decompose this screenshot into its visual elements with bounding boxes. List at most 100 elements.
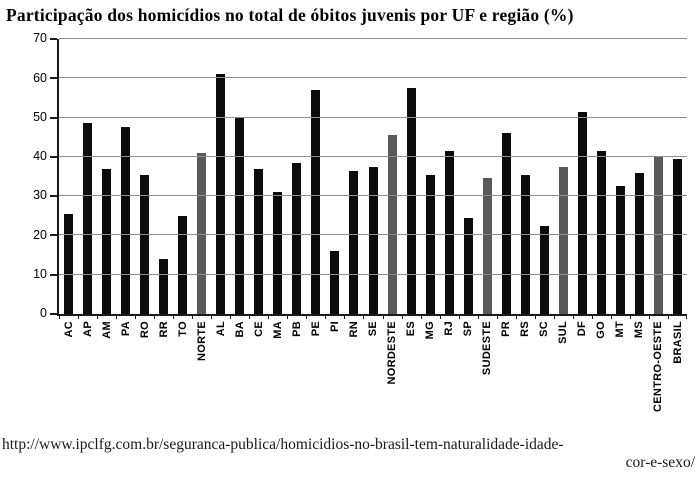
x-label-slot-NORDESTE: NORDESTE bbox=[383, 321, 402, 421]
x-label-slot-CE: CE bbox=[249, 321, 268, 421]
source-url: http://www.ipclfg.com.br/seguranca-publi… bbox=[0, 436, 695, 472]
x-axis-label-RR: RR bbox=[157, 321, 170, 338]
x-tick-12 bbox=[287, 314, 289, 319]
x-label-slot-MG: MG bbox=[421, 321, 440, 421]
chart-body: AC AP AM PA RO RR TO NORTE AL BA CE MA PB PE PI RN SE NOR… bbox=[33, 31, 687, 412]
x-axis-label-TO: TO bbox=[176, 321, 189, 337]
x-tick-0 bbox=[59, 314, 60, 319]
x-tick-10 bbox=[249, 314, 251, 319]
bar-slot-RJ bbox=[440, 39, 459, 314]
bar-RJ bbox=[444, 150, 454, 314]
x-label-slot-RO: RO bbox=[135, 321, 154, 421]
x-tick-28 bbox=[591, 314, 593, 319]
bar-PR bbox=[501, 133, 511, 314]
x-tick-32 bbox=[667, 314, 669, 319]
x-label-slot-AM: AM bbox=[97, 321, 116, 421]
x-axis-label-AL: AL bbox=[214, 321, 227, 337]
chart-title: Participação dos homicídios no total de … bbox=[6, 5, 574, 25]
bar-slot-PI bbox=[325, 39, 344, 314]
y-tick-40 bbox=[50, 155, 57, 158]
bar-slot-PA bbox=[116, 39, 135, 314]
x-axis-label-DF: DF bbox=[576, 321, 589, 337]
bar-slot-TO bbox=[173, 39, 192, 314]
bar-slot-BRASIL bbox=[668, 39, 687, 314]
bar-GO bbox=[596, 150, 606, 314]
bar-SUDESTE bbox=[482, 178, 492, 314]
x-axis-label-NORDESTE: NORDESTE bbox=[386, 321, 399, 385]
x-axis-ticks bbox=[59, 314, 687, 320]
x-axis-label-BA: BA bbox=[233, 321, 246, 338]
bar-PB bbox=[292, 162, 302, 314]
bar-BA bbox=[235, 117, 245, 314]
x-tick-21 bbox=[458, 314, 460, 319]
bar-slot-PE bbox=[306, 39, 325, 314]
x-tick-8 bbox=[211, 314, 213, 319]
bar-slot-RS bbox=[516, 39, 535, 314]
x-axis-label-MS: MS bbox=[633, 321, 646, 339]
x-label-slot-PA: PA bbox=[116, 321, 135, 421]
bar-slot-RN bbox=[344, 39, 363, 314]
x-label-slot-AC: AC bbox=[59, 321, 78, 421]
x-axis-label-SUDESTE: SUDESTE bbox=[481, 321, 494, 376]
bar-slot-ES bbox=[402, 39, 421, 314]
x-tick-9 bbox=[230, 314, 232, 319]
bar-CE bbox=[254, 168, 264, 314]
x-axis-labels: AC AP AM PA RO RR TO NORTE AL BA CE MA PB PE PI RN SE NOR… bbox=[59, 321, 687, 421]
x-axis-label-RO: RO bbox=[138, 321, 151, 339]
bar-AP bbox=[83, 123, 93, 314]
x-tick-18 bbox=[401, 314, 403, 319]
bar-slot-CE bbox=[249, 39, 268, 314]
x-tick-5 bbox=[154, 314, 156, 319]
x-tick-2 bbox=[97, 314, 99, 319]
x-axis-label-GO: GO bbox=[595, 321, 608, 339]
x-axis-label-PB: PB bbox=[290, 321, 303, 337]
bar-slot-GO bbox=[592, 39, 611, 314]
bar-slot-RO bbox=[135, 39, 154, 314]
y-axis-label-10: 10 bbox=[33, 266, 47, 281]
bar-RR bbox=[159, 259, 169, 314]
x-tick-31 bbox=[648, 314, 650, 319]
bar-ES bbox=[406, 88, 416, 314]
bars-container bbox=[59, 39, 687, 314]
x-label-slot-RS: RS bbox=[516, 321, 535, 421]
x-tick-30 bbox=[629, 314, 631, 319]
x-tick-14 bbox=[325, 314, 327, 319]
bar-slot-MS bbox=[630, 39, 649, 314]
y-axis-label-70: 70 bbox=[33, 31, 47, 46]
x-axis-label-AM: AM bbox=[100, 321, 113, 339]
x-label-slot-NORTE: NORTE bbox=[192, 321, 211, 421]
bar-slot-PR bbox=[497, 39, 516, 314]
bar-slot-AM bbox=[97, 39, 116, 314]
y-axis-label-40: 40 bbox=[33, 149, 47, 164]
x-label-slot-PR: PR bbox=[497, 321, 516, 421]
bar-slot-NORTE bbox=[192, 39, 211, 314]
y-axis-label-30: 30 bbox=[33, 188, 47, 203]
x-label-slot-PE: PE bbox=[306, 321, 325, 421]
x-tick-16 bbox=[363, 314, 365, 319]
x-label-slot-GO: GO bbox=[592, 321, 611, 421]
bar-SC bbox=[539, 225, 549, 314]
x-tick-7 bbox=[192, 314, 194, 319]
x-axis-label-NORTE: NORTE bbox=[195, 321, 208, 361]
y-tick-10 bbox=[50, 273, 57, 276]
x-label-slot-AL: AL bbox=[211, 321, 230, 421]
x-label-slot-SUL: SUL bbox=[554, 321, 573, 421]
bar-slot-SC bbox=[535, 39, 554, 314]
x-tick-3 bbox=[116, 314, 118, 319]
y-axis-label-0: 0 bbox=[40, 306, 47, 321]
x-axis-label-PI: PI bbox=[328, 321, 341, 332]
y-tick-0 bbox=[50, 313, 57, 315]
bar-NORDESTE bbox=[387, 135, 397, 314]
plot-area: AC AP AM PA RO RR TO NORTE AL BA CE MA PB PE PI RN SE NOR… bbox=[33, 31, 687, 412]
gridline-70 bbox=[59, 38, 687, 39]
bar-slot-SUL bbox=[554, 39, 573, 314]
bar-RN bbox=[349, 170, 359, 314]
x-tick-24 bbox=[515, 314, 517, 319]
x-axis-label-MA: MA bbox=[271, 321, 284, 339]
bar-AL bbox=[216, 74, 226, 314]
x-label-slot-RJ: RJ bbox=[440, 321, 459, 421]
x-label-slot-AP: AP bbox=[78, 321, 97, 421]
source-url-line1: http://www.ipclfg.com.br/seguranca-publi… bbox=[2, 436, 564, 453]
gridline-20 bbox=[59, 234, 687, 236]
